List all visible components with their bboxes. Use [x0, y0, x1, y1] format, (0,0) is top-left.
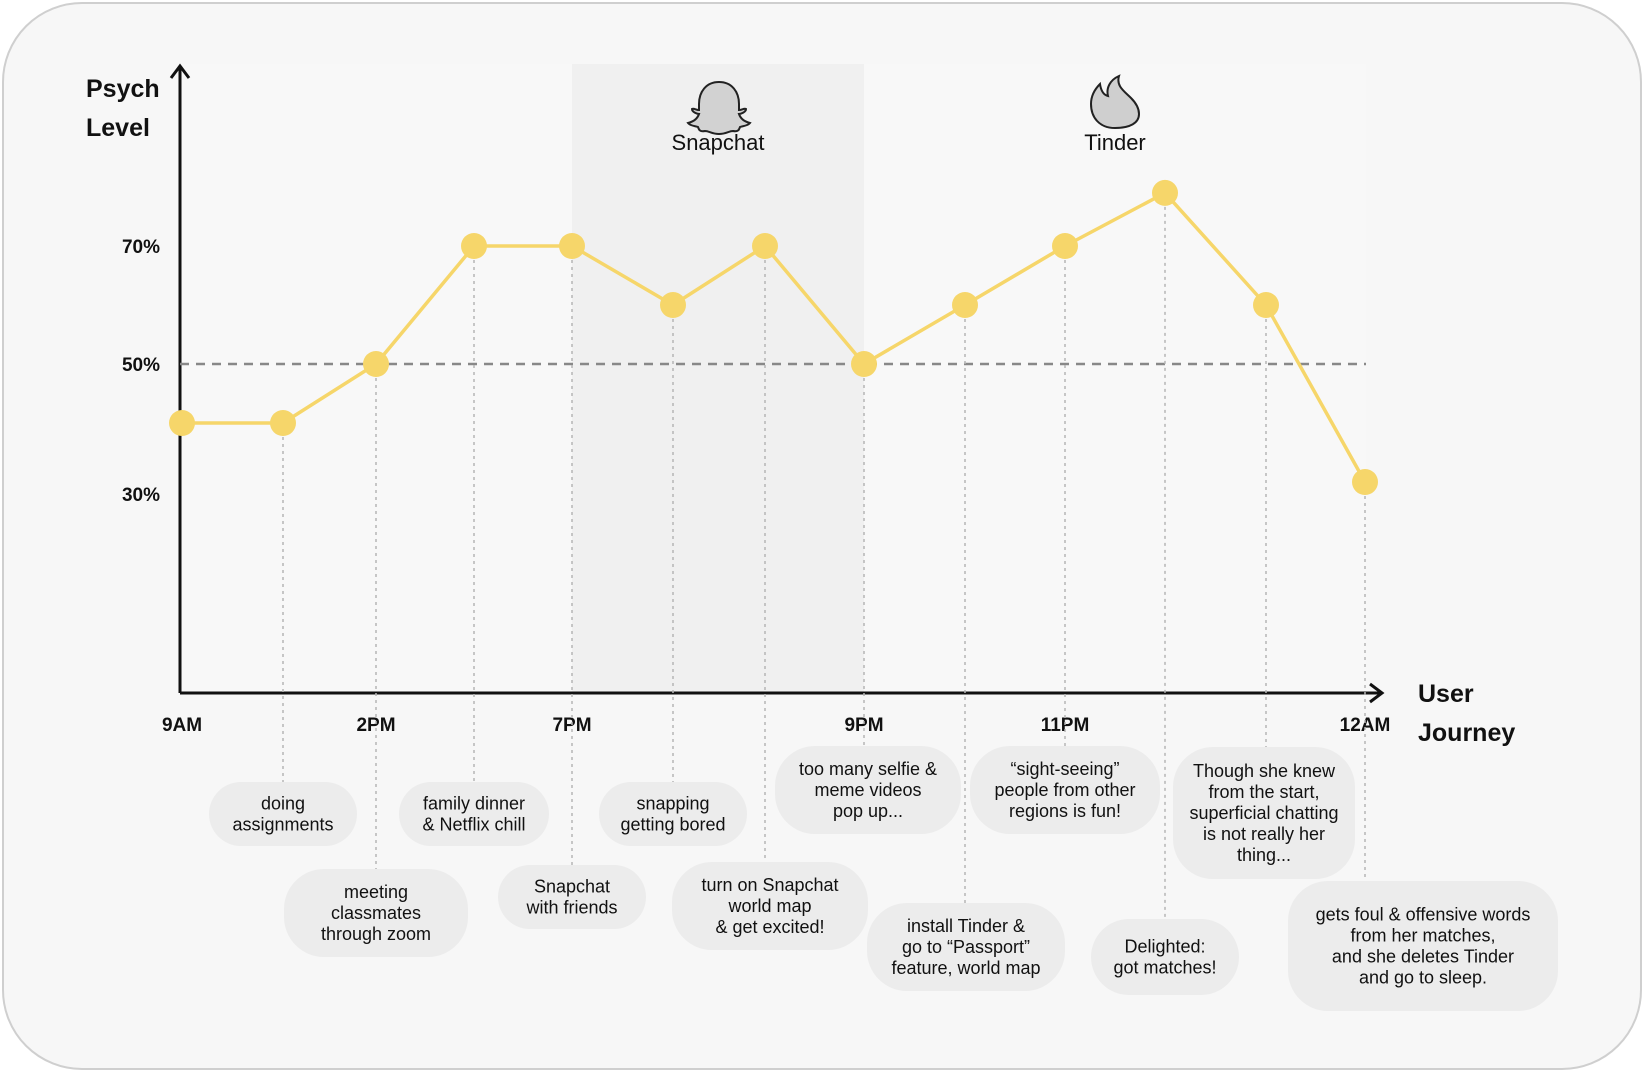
note-text: world map	[727, 896, 811, 916]
data-point	[363, 351, 389, 377]
note-bubble: install Tinder &go to “Passport”feature,…	[867, 903, 1065, 991]
data-point	[952, 292, 978, 318]
note-text: from the start,	[1208, 782, 1319, 802]
y-axis-title: Level	[86, 114, 150, 142]
note-bubble-bg	[867, 903, 1065, 991]
note-text: turn on Snapchat	[701, 875, 838, 895]
note-text: and she deletes Tinder	[1332, 947, 1514, 967]
note-bubble-bg	[1091, 919, 1239, 995]
note-bubble: Delighted:got matches!	[1091, 919, 1239, 995]
note-bubble-bg	[209, 782, 357, 846]
note-text: and go to sleep.	[1359, 968, 1487, 988]
note-text: pop up...	[833, 801, 903, 821]
note-text: meme videos	[814, 780, 921, 800]
note-text: go to “Passport”	[902, 937, 1030, 957]
data-point	[169, 410, 195, 436]
data-point	[660, 292, 686, 318]
note-text: install Tinder &	[907, 916, 1025, 936]
note-bubble-bg	[775, 746, 961, 834]
data-point	[270, 410, 296, 436]
data-point	[752, 233, 778, 259]
y-axis-arrow	[169, 63, 191, 79]
note-text: assignments	[232, 815, 333, 835]
data-point	[1052, 233, 1078, 259]
note-bubble-bg	[672, 862, 868, 950]
note-text: & Netflix chill	[422, 815, 525, 835]
data-point	[851, 351, 877, 377]
note-bubble-bg	[284, 869, 468, 957]
x-axis-arrow	[1369, 682, 1385, 704]
y-tick-label: 30%	[122, 485, 160, 506]
x-axis-title: User	[1418, 680, 1474, 708]
y-tick-label: 50%	[122, 355, 160, 376]
note-text: “sight-seeing”	[1010, 759, 1119, 779]
note-text: feature, world map	[891, 958, 1040, 978]
x-tick-label: 2PM	[356, 715, 395, 736]
data-point	[1253, 292, 1279, 318]
note-text: Snapchat	[534, 877, 610, 897]
note-text: getting bored	[620, 815, 725, 835]
tinder-flame-icon	[1089, 74, 1141, 130]
note-text: got matches!	[1113, 958, 1216, 978]
note-bubble-bg	[498, 865, 646, 929]
note-bubble-bg	[399, 782, 549, 846]
note-text: superficial chatting	[1189, 803, 1338, 823]
note-text: classmates	[331, 903, 421, 923]
y-tick-label: 70%	[122, 237, 160, 258]
y-axis-title: Psych	[86, 75, 160, 103]
x-tick-label: 12AM	[1340, 715, 1391, 736]
data-point	[1152, 179, 1178, 206]
band-label-snapchat: Snapchat	[672, 130, 765, 155]
x-tick-label: 9AM	[162, 715, 202, 736]
x-axis-title: Journey	[1418, 719, 1515, 747]
note-bubble-bg	[1288, 881, 1558, 1011]
note-text: people from other	[994, 780, 1135, 800]
note-text: regions is fun!	[1009, 801, 1121, 821]
note-text: Though she knew	[1193, 761, 1336, 781]
x-tick-label: 9PM	[844, 715, 883, 736]
note-text: through zoom	[321, 924, 431, 944]
band-snapchat	[572, 64, 864, 693]
note-text: Delighted:	[1124, 937, 1205, 957]
note-text: doing	[261, 794, 305, 814]
note-text: with friends	[525, 898, 617, 918]
data-point	[1352, 469, 1378, 495]
note-text: from her matches,	[1350, 926, 1495, 946]
note-bubble-bg	[599, 782, 747, 846]
note-text: snapping	[636, 794, 709, 814]
note-bubble-bg	[970, 746, 1160, 834]
note-text: gets foul & offensive words	[1316, 905, 1531, 925]
x-tick-label: 11PM	[1041, 715, 1090, 736]
snapchat-ghost-icon	[686, 80, 752, 136]
note-bubble-bg	[1173, 747, 1355, 879]
note-text: is not really her	[1203, 824, 1325, 844]
band-tinder	[864, 64, 1366, 693]
band-label-tinder: Tinder	[1084, 130, 1146, 155]
note-text: family dinner	[423, 794, 525, 814]
data-point	[559, 233, 585, 259]
note-text: thing...	[1237, 845, 1291, 865]
note-text: & get excited!	[715, 917, 824, 937]
note-text: too many selfie &	[799, 759, 937, 779]
note-text: meeting	[344, 882, 408, 902]
x-tick-label: 7PM	[552, 715, 591, 736]
note-bubble: family dinner& Netflix chill	[399, 782, 549, 846]
data-point	[461, 233, 487, 259]
